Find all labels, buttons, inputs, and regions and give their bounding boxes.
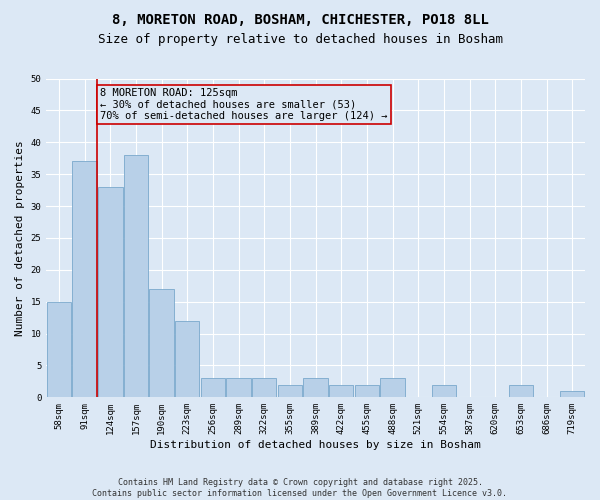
- Bar: [431, 384, 456, 398]
- Bar: [201, 378, 225, 398]
- Bar: [252, 378, 277, 398]
- Bar: [278, 384, 302, 398]
- Bar: [226, 378, 251, 398]
- Bar: [509, 384, 533, 398]
- Text: 8, MORETON ROAD, BOSHAM, CHICHESTER, PO18 8LL: 8, MORETON ROAD, BOSHAM, CHICHESTER, PO1…: [112, 12, 488, 26]
- Bar: [73, 162, 97, 398]
- Bar: [355, 384, 379, 398]
- Text: Size of property relative to detached houses in Bosham: Size of property relative to detached ho…: [97, 32, 503, 46]
- Y-axis label: Number of detached properties: Number of detached properties: [15, 140, 25, 336]
- X-axis label: Distribution of detached houses by size in Bosham: Distribution of detached houses by size …: [150, 440, 481, 450]
- Bar: [149, 289, 174, 398]
- Text: 8 MORETON ROAD: 125sqm
← 30% of detached houses are smaller (53)
70% of semi-det: 8 MORETON ROAD: 125sqm ← 30% of detached…: [100, 88, 388, 122]
- Bar: [98, 187, 122, 398]
- Bar: [329, 384, 353, 398]
- Bar: [560, 391, 584, 398]
- Bar: [380, 378, 405, 398]
- Bar: [124, 155, 148, 398]
- Bar: [304, 378, 328, 398]
- Bar: [47, 302, 71, 398]
- Text: Contains HM Land Registry data © Crown copyright and database right 2025.
Contai: Contains HM Land Registry data © Crown c…: [92, 478, 508, 498]
- Bar: [175, 321, 199, 398]
